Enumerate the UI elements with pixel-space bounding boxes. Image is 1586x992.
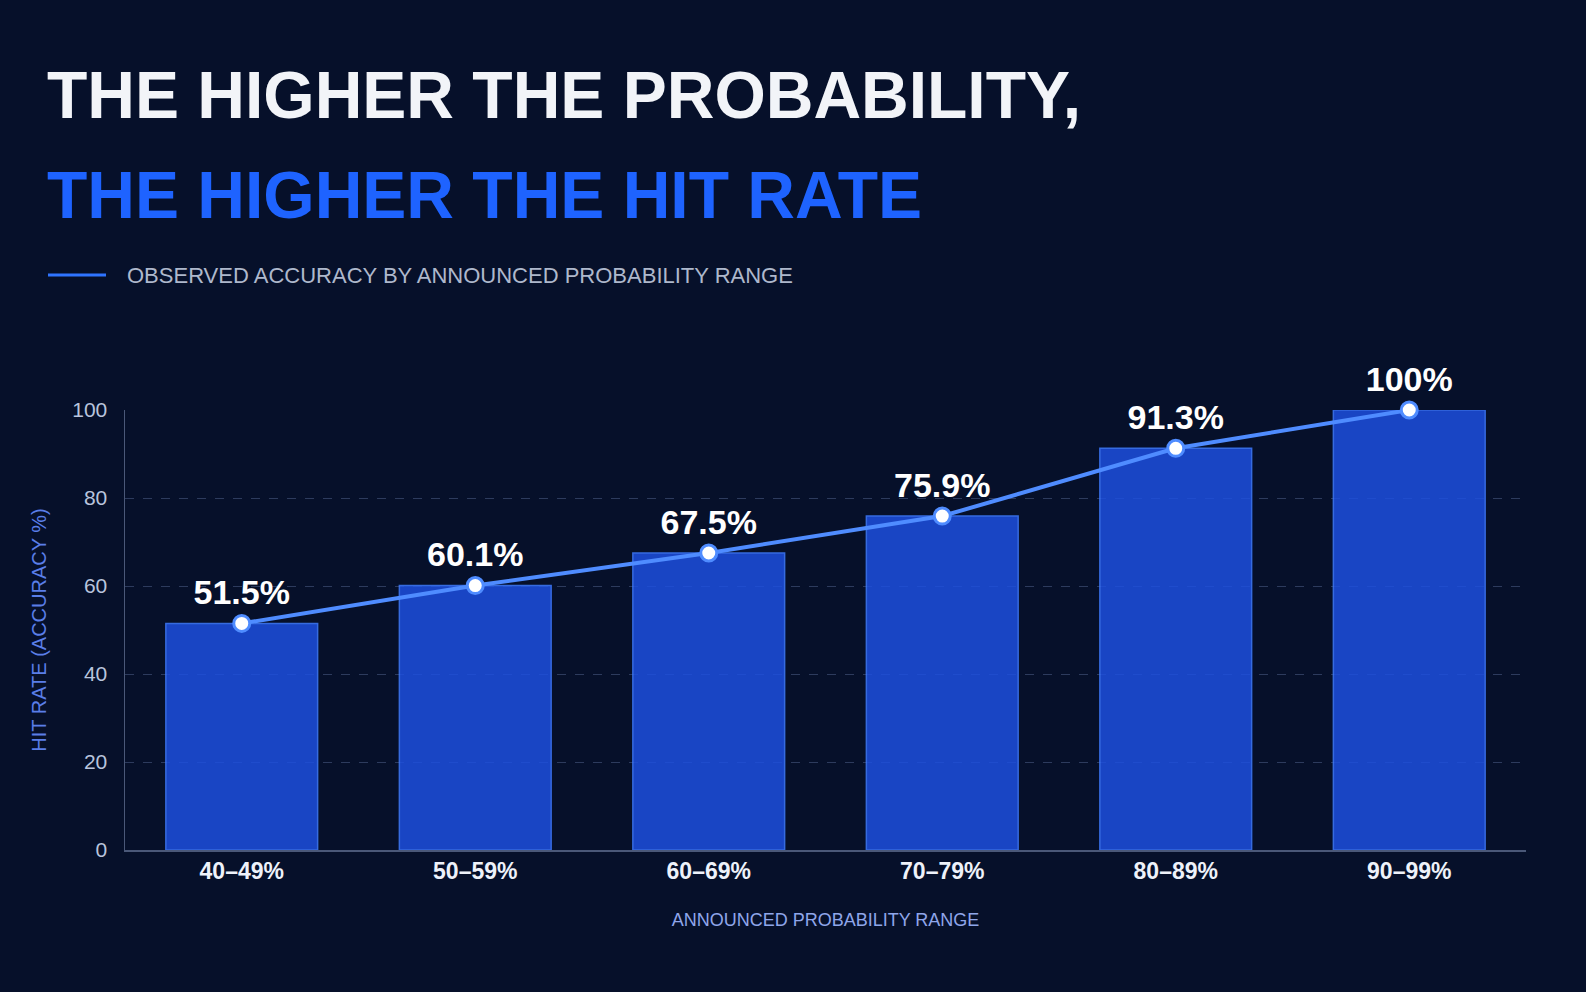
svg-text:75.9%: 75.9% [894,466,990,504]
svg-text:90–99%: 90–99% [1367,858,1451,884]
svg-text:50–59%: 50–59% [433,858,517,884]
svg-text:80: 80 [84,486,107,509]
svg-text:67.5%: 67.5% [661,503,757,541]
svg-text:20: 20 [84,750,107,773]
svg-text:80–89%: 80–89% [1134,858,1218,884]
svg-text:HIT RATE (ACCURACY %): HIT RATE (ACCURACY %) [28,508,50,751]
svg-text:70–79%: 70–79% [900,858,984,884]
svg-text:ANNOUNCED PROBABILITY RANGE: ANNOUNCED PROBABILITY RANGE [672,910,980,930]
svg-text:60: 60 [84,574,107,597]
svg-text:THE HIGHER THE PROBABILITY,: THE HIGHER THE PROBABILITY, [47,58,1081,132]
svg-text:51.5%: 51.5% [194,573,290,611]
svg-text:100: 100 [72,398,107,421]
svg-text:91.3%: 91.3% [1128,398,1224,436]
svg-text:60–69%: 60–69% [667,858,751,884]
svg-text:0: 0 [96,838,108,861]
svg-text:THE HIGHER THE HIT RATE: THE HIGHER THE HIT RATE [47,158,922,232]
svg-text:40–49%: 40–49% [200,858,284,884]
svg-text:60.1%: 60.1% [427,535,523,573]
svg-text:OBSERVED ACCURACY BY ANNOUNCED: OBSERVED ACCURACY BY ANNOUNCED PROBABILI… [127,263,793,288]
svg-text:100%: 100% [1366,360,1453,398]
svg-text:40: 40 [84,662,107,685]
